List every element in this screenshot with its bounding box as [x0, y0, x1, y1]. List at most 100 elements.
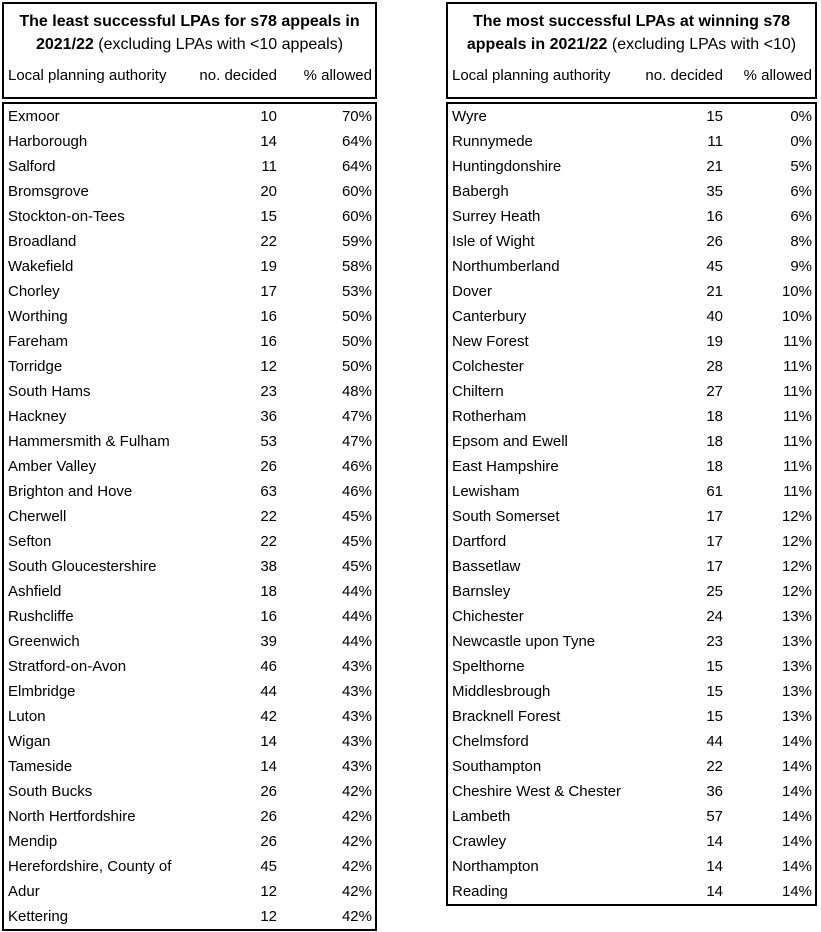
lpa-name: East Hampshire	[452, 458, 559, 475]
decided-count: 14	[706, 858, 723, 875]
decided-count: 26	[260, 833, 277, 850]
lpa-name: Broadland	[8, 233, 77, 250]
decided-count: 12	[260, 358, 277, 375]
decided-count: 19	[260, 258, 277, 275]
lpa-name: Bromsgrove	[8, 183, 89, 200]
decided-count: 38	[260, 558, 277, 575]
column-header-decided: no. decided	[645, 67, 723, 84]
table-row: Epsom and Ewell 18 11%	[448, 429, 815, 454]
least-successful-table: The least successful LPAs for s78 appeal…	[2, 2, 377, 931]
column-header-lpa: Local planning authority	[8, 67, 167, 84]
lpa-name: Dartford	[452, 533, 507, 550]
decided-count: 15	[706, 108, 723, 125]
decided-count: 46	[260, 658, 277, 675]
table-row: Northumberland 45 9%	[448, 254, 815, 279]
decided-count: 16	[260, 308, 277, 325]
lpa-name: Kettering	[8, 908, 69, 925]
lpa-name: Epsom and Ewell	[452, 433, 568, 450]
lpa-name: Ashfield	[8, 583, 62, 600]
allowed-percent: 45%	[341, 533, 372, 550]
table-row: Adur 12 42%	[4, 879, 375, 904]
table-row: Chelmsford 44 14%	[448, 729, 815, 754]
allowed-percent: 10%	[781, 283, 812, 300]
least-successful-table-header: The least successful LPAs for s78 appeal…	[2, 2, 377, 99]
allowed-percent: 42%	[341, 808, 372, 825]
decided-count: 15	[706, 683, 723, 700]
allowed-percent: 14%	[781, 808, 812, 825]
lpa-name: Brighton and Hove	[8, 483, 133, 500]
allowed-percent: 50%	[341, 333, 372, 350]
decided-count: 14	[706, 883, 723, 900]
table-row: Hackney 36 47%	[4, 404, 375, 429]
decided-count: 44	[706, 733, 723, 750]
lpa-name: Stockton-on-Tees	[8, 208, 125, 225]
decided-count: 36	[706, 783, 723, 800]
lpa-name: Worthing	[8, 308, 68, 325]
allowed-percent: 14%	[781, 783, 812, 800]
lpa-name: Amber Valley	[8, 458, 97, 475]
table-row: Isle of Wight 26 8%	[448, 229, 815, 254]
decided-count: 23	[706, 633, 723, 650]
decided-count: 18	[706, 433, 723, 450]
decided-count: 63	[260, 483, 277, 500]
table-row: Huntingdonshire 21 5%	[448, 154, 815, 179]
allowed-percent: 48%	[341, 383, 372, 400]
allowed-percent: 42%	[341, 908, 372, 925]
table-row: Rushcliffe 16 44%	[4, 604, 375, 629]
allowed-percent: 60%	[341, 208, 372, 225]
decided-count: 17	[706, 558, 723, 575]
title-line1-bold: The least successful LPAs for s78 appeal…	[19, 13, 360, 30]
allowed-percent: 12%	[781, 508, 812, 525]
allowed-percent: 0%	[790, 108, 812, 125]
decided-count: 25	[706, 583, 723, 600]
lpa-name: South Gloucestershire	[8, 558, 157, 575]
lpa-name: New Forest	[452, 333, 529, 350]
table-row: Wyre 15 0%	[448, 104, 815, 129]
lpa-name: Southampton	[452, 758, 542, 775]
table-row: Surrey Heath 16 6%	[448, 204, 815, 229]
table-row: North Hertfordshire 26 42%	[4, 804, 375, 829]
decided-count: 28	[706, 358, 723, 375]
decided-count: 42	[260, 708, 277, 725]
table-row: Exmoor 10 70%	[4, 104, 375, 129]
table-row: Northampton 14 14%	[448, 854, 815, 879]
table-row: Barnsley 25 12%	[448, 579, 815, 604]
decided-count: 11	[261, 158, 277, 175]
lpa-name: Huntingdonshire	[452, 158, 562, 175]
allowed-percent: 46%	[341, 483, 372, 500]
decided-count: 14	[706, 833, 723, 850]
table-row: South Hams 23 48%	[4, 379, 375, 404]
table-rows: Wyre 15 0% Runnymede 11 0% Huntingdonshi…	[448, 104, 815, 904]
decided-count: 17	[706, 508, 723, 525]
lpa-name: Northumberland	[452, 258, 560, 275]
allowed-percent: 47%	[341, 408, 372, 425]
lpa-name: North Hertfordshire	[8, 808, 136, 825]
table-row: Bassetlaw 17 12%	[448, 554, 815, 579]
allowed-percent: 42%	[341, 858, 372, 875]
lpa-name: Isle of Wight	[452, 233, 535, 250]
lpa-name: Herefordshire, County of	[8, 858, 172, 875]
table-row: Chichester 24 13%	[448, 604, 815, 629]
title-line2-normal: (excluding LPAs with <10 appeals)	[98, 36, 344, 53]
table-row: Lambeth 57 14%	[448, 804, 815, 829]
table-row: Reading 14 14%	[448, 879, 815, 904]
table-row: Dover 21 10%	[448, 279, 815, 304]
table-row: Greenwich 39 44%	[4, 629, 375, 654]
allowed-percent: 13%	[781, 633, 812, 650]
allowed-percent: 60%	[341, 183, 372, 200]
table-rows: Exmoor 10 70% Harborough 14 64% Salford …	[4, 104, 375, 929]
allowed-percent: 45%	[341, 508, 372, 525]
allowed-percent: 43%	[341, 708, 372, 725]
allowed-percent: 70%	[341, 108, 372, 125]
table-row: Crawley 14 14%	[448, 829, 815, 854]
decided-count: 45	[706, 258, 723, 275]
allowed-percent: 14%	[781, 758, 812, 775]
table-row: Luton 42 43%	[4, 704, 375, 729]
table-row: Canterbury 40 10%	[448, 304, 815, 329]
column-header-row: Local planning authority no. decided % a…	[448, 65, 815, 87]
table-row: South Somerset 17 12%	[448, 504, 815, 529]
allowed-percent: 64%	[341, 133, 372, 150]
table-row: Cherwell 22 45%	[4, 504, 375, 529]
decided-count: 18	[706, 458, 723, 475]
